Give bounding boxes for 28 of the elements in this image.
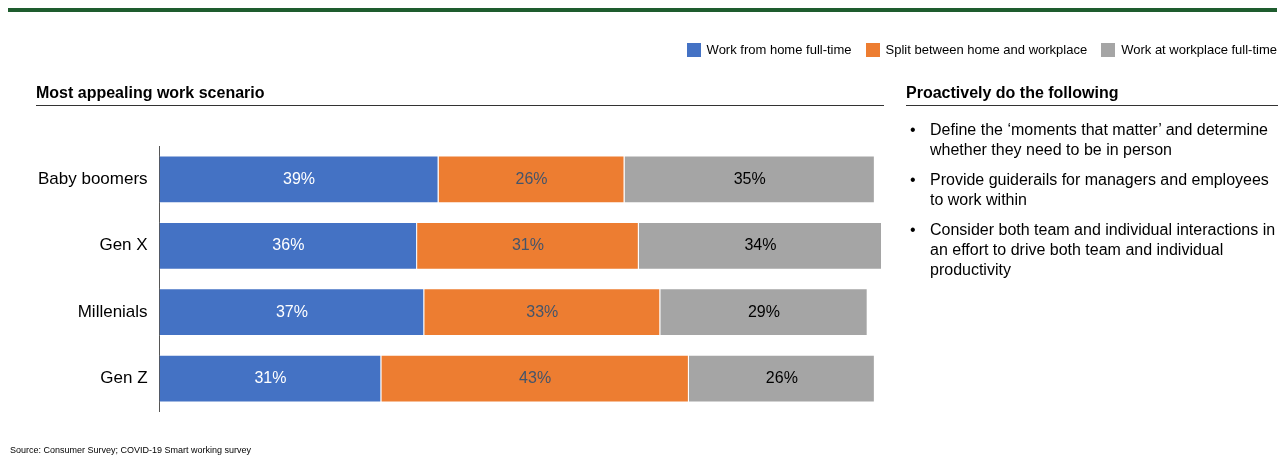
text: Consider both team and individual interactions in an effort to drive both team and individual productivity — [930, 220, 1277, 280]
legend-label: Work at workplace full-time — [1121, 42, 1277, 57]
data-label: 34% — [744, 236, 777, 254]
data-label: 35% — [733, 169, 766, 187]
data-label: 26% — [515, 169, 548, 187]
legend-label: Work from home full-time — [706, 42, 852, 57]
chart-title: Most appealing work scenario — [36, 84, 884, 106]
y-tick-label: Gen X — [99, 235, 148, 255]
data-label: 43% — [519, 369, 552, 387]
source-note: Source: Consumer Survey; COVID-19 Smart working survey — [10, 445, 252, 455]
data-label: 31% — [254, 369, 287, 387]
data-label: 29% — [747, 302, 780, 320]
data-label: 31% — [511, 236, 544, 254]
text: Provide guiderails for managers and employees to work within — [930, 170, 1270, 210]
y-tick-label: Millenials — [77, 301, 148, 321]
data-label: 36% — [272, 236, 305, 254]
text: • — [909, 120, 917, 140]
text: Proactively do the following — [906, 84, 1278, 106]
data-label: 26% — [765, 369, 798, 387]
data-label: 33% — [526, 302, 559, 320]
y-tick-label: Baby boomers — [37, 169, 148, 189]
y-tick-label: Gen Z — [100, 368, 148, 388]
legend-label: Split between home and workplace — [885, 42, 1088, 57]
data-label: 37% — [275, 302, 308, 320]
text: • — [909, 170, 917, 190]
text: Define the ‘moments that matter’ and determine whether they need to be in person — [930, 120, 1269, 160]
data-label: 39% — [283, 169, 316, 187]
text: • — [909, 220, 917, 240]
